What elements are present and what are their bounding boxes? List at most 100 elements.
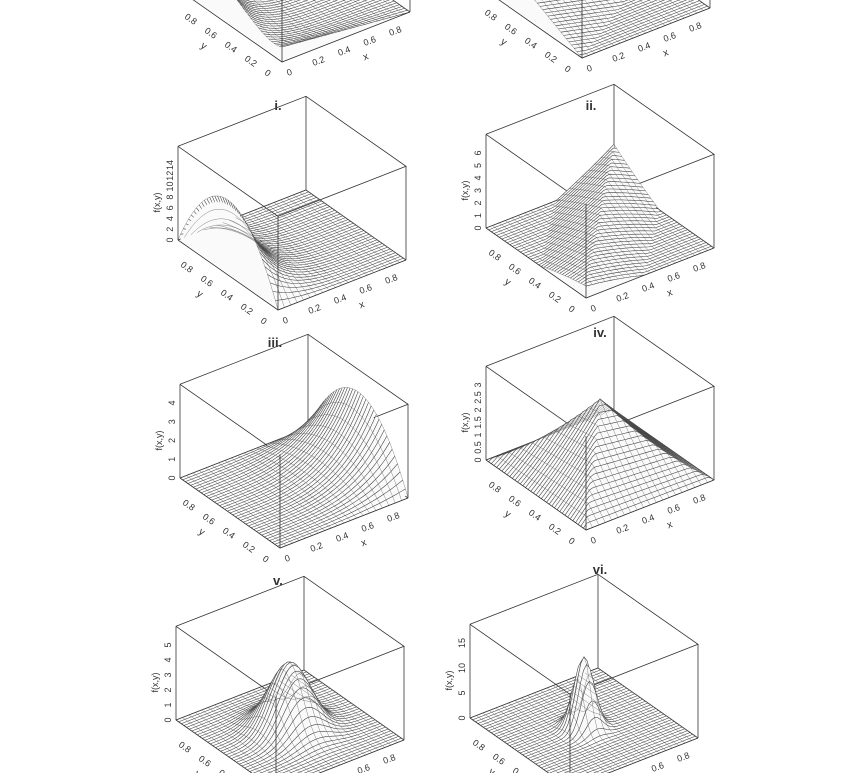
y-tick-label: 0 xyxy=(567,535,577,546)
y-axis-label: y xyxy=(192,768,202,773)
y-tick-label: 0 xyxy=(259,315,269,326)
y-axis-label: y xyxy=(196,526,206,538)
y-tick-label: 0.2 xyxy=(547,521,563,536)
mesh-line xyxy=(282,433,383,509)
z-tick-label: 0.5 xyxy=(473,441,483,454)
mesh-line xyxy=(275,0,334,34)
mesh-line xyxy=(297,672,398,743)
y-tick-label: 0.6 xyxy=(507,261,523,276)
mesh-line xyxy=(508,702,609,773)
z-tick-labels: 0 1 2 3 4 xyxy=(167,400,177,480)
x-tick-labels: 0 0.2 0.4 0.6 0.8 xyxy=(281,272,399,326)
mesh-line xyxy=(342,0,379,21)
mesh-line xyxy=(218,462,319,534)
z-tick-label: 4 xyxy=(167,400,177,405)
mesh-line xyxy=(284,0,340,32)
z-tick-label: 2 xyxy=(165,227,175,232)
mesh-line xyxy=(543,407,644,508)
surface-mesh xyxy=(485,144,715,298)
x-tick-label: 0 xyxy=(589,303,597,314)
x-tick-label: 0.8 xyxy=(692,492,707,506)
z-tick-label: 6 xyxy=(165,205,175,210)
mesh-line xyxy=(581,176,683,261)
y-tick-label: 0 xyxy=(567,303,577,314)
mesh-line xyxy=(372,0,398,16)
mesh-line xyxy=(541,0,589,56)
mesh-line xyxy=(243,0,302,42)
x-tick-label: 0.2 xyxy=(307,302,322,316)
mesh-line xyxy=(648,0,679,21)
mesh-line xyxy=(246,663,347,763)
mesh-line xyxy=(256,447,357,519)
mesh-line xyxy=(537,415,638,511)
mesh-fill xyxy=(234,0,309,29)
mesh-line xyxy=(199,470,300,541)
x-tick-label: 0.6 xyxy=(666,270,681,284)
z-tick-labels: 0 0.5 1 1.5 2 2.5 3 xyxy=(473,382,483,462)
y-axis-label: y xyxy=(502,508,512,520)
mesh-line xyxy=(273,202,375,273)
mesh-line xyxy=(605,0,647,34)
z-tick-label: 3 xyxy=(473,188,483,193)
y-tick-label: 0 xyxy=(261,553,271,564)
x-tick-label: 0.6 xyxy=(650,760,665,773)
mesh-line xyxy=(514,700,615,771)
y-tick-label: 0.8 xyxy=(183,11,199,26)
mesh-line xyxy=(585,672,686,744)
y-tick-label: 0.8 xyxy=(487,247,503,262)
z-tick-label: 1.5 xyxy=(473,416,483,429)
mesh-line xyxy=(224,460,325,531)
y-tick-label: 0.2 xyxy=(241,539,257,554)
y-tick-label: 0.2 xyxy=(243,53,259,68)
mesh-line xyxy=(307,387,409,499)
panel-vii: 0.60.8x0.40.60.8y012345f(x,y) xyxy=(150,575,405,773)
z-tick-label: 10 xyxy=(165,181,175,191)
mesh-line xyxy=(591,670,692,741)
panel-iv: 0 0.2 0.4 0.6 0.8 x 0 0.2 0.4 0.6 0.8 y 0 1 2 3 4 5 6 f(x,y… xyxy=(460,83,715,340)
mesh-line xyxy=(543,205,644,276)
z-tick-label: 3 xyxy=(473,382,483,387)
mesh-line xyxy=(524,430,625,516)
mesh-line xyxy=(205,467,306,539)
x-tick-label: 0.6 xyxy=(662,30,677,44)
panel-box-front xyxy=(485,204,715,299)
mesh-line xyxy=(241,0,285,5)
y-axis-label: y xyxy=(194,288,204,300)
y-tick-label: 0.8 xyxy=(179,259,195,274)
mesh-line xyxy=(678,0,698,14)
mesh-fill xyxy=(583,477,712,529)
mesh-line xyxy=(594,163,695,256)
mesh-line xyxy=(658,0,685,19)
panel-box-front xyxy=(485,436,715,531)
mesh-line xyxy=(575,182,676,264)
mesh-line xyxy=(537,207,638,277)
x-tick-label: 0.4 xyxy=(636,40,651,54)
z-tick-label: 2 xyxy=(473,407,483,412)
z-tick-label: 10 xyxy=(457,663,467,673)
mesh-line xyxy=(248,0,308,41)
mesh-line xyxy=(303,669,405,741)
x-axis-label: x xyxy=(358,299,366,311)
z-tick-label: 2 xyxy=(167,438,177,443)
z-tick-label: 5 xyxy=(473,163,483,168)
y-tick-label: 0.8 xyxy=(487,479,503,494)
x-tick-label: 0.4 xyxy=(336,44,351,58)
mesh-line xyxy=(197,224,298,303)
mesh-line xyxy=(556,399,657,503)
mesh-line xyxy=(237,455,338,526)
x-tick-labels: 0 0.2 0.4 0.6 0.8 xyxy=(283,510,401,564)
x-tick-label: 0.8 xyxy=(692,260,707,274)
mesh-line xyxy=(222,222,323,293)
y-tick-label: 0.4 xyxy=(523,35,539,50)
y-tick-label: 0.6 xyxy=(491,751,507,766)
mesh-line xyxy=(278,679,379,751)
mesh-line xyxy=(524,212,625,279)
mesh-line xyxy=(613,0,653,31)
mesh-line xyxy=(243,452,345,524)
mesh-line xyxy=(591,0,634,39)
